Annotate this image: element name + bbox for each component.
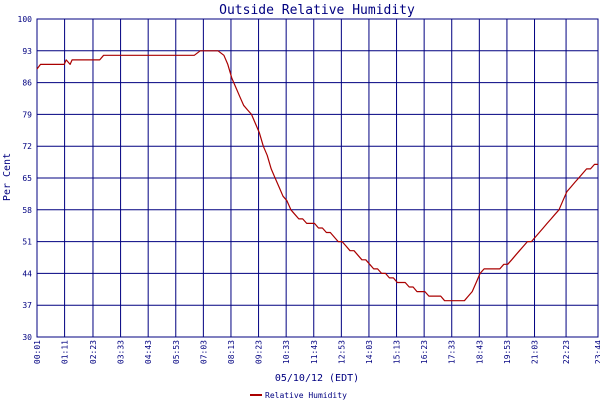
y-tick-label: 65	[22, 174, 32, 183]
y-tick-label: 100	[18, 15, 33, 24]
y-axis-label: Per Cent	[2, 153, 13, 201]
x-tick-label: 03:33	[117, 340, 126, 364]
x-tick-label: 14:03	[365, 340, 374, 364]
y-tick-label: 72	[22, 142, 32, 151]
y-tick-label: 93	[22, 47, 32, 56]
x-tick-label: 01:11	[61, 340, 70, 364]
x-tick-label: 02:23	[89, 340, 98, 364]
x-tick-label: 11:43	[310, 340, 319, 364]
x-tick-label: 23:44	[594, 340, 600, 364]
x-axis-label: 05/10/12 (EDT)	[275, 373, 359, 384]
y-tick-label: 79	[22, 110, 32, 119]
x-tick-label: 15:13	[393, 340, 402, 364]
x-tick-label: 00:01	[33, 340, 42, 364]
x-tick-label: 21:03	[531, 340, 540, 364]
x-tick-label: 18:43	[475, 340, 484, 364]
x-tick-layer: 00:01 01:11 02:23 03:33 04:43 05:53 07:03 08:13…	[33, 340, 600, 364]
y-tick-label: 30	[22, 333, 32, 342]
x-tick-label: 09:23	[255, 340, 264, 364]
y-tick-label: 58	[22, 206, 32, 215]
grid-layer	[36, 18, 599, 338]
series-line-relative-humidity	[36, 50, 598, 302]
legend-label: Relative Humidity	[265, 391, 347, 400]
x-tick-label: 17:33	[448, 340, 457, 364]
x-tick-label: 08:13	[227, 340, 236, 364]
y-tick-layer: 30 37 44 51 58 65 72 79 86 93 100	[18, 15, 33, 342]
y-tick-label: 37	[22, 301, 32, 310]
x-tick-label: 19:53	[503, 340, 512, 364]
plot-frame	[36, 18, 599, 338]
y-tick-label: 86	[22, 79, 32, 88]
x-tick-label: 16:23	[420, 340, 429, 364]
line-layer	[36, 50, 598, 302]
x-tick-label: 22:23	[562, 340, 571, 364]
x-tick-label: 12:53	[337, 340, 346, 364]
x-tick-label: 07:03	[199, 340, 208, 364]
x-tick-label: 04:43	[144, 340, 153, 364]
y-tick-label: 51	[22, 238, 32, 247]
x-tick-label: 10:33	[282, 340, 291, 364]
chart-title: Outside Relative Humidity	[219, 3, 415, 18]
y-tick-label: 44	[22, 269, 32, 278]
x-tick-label: 05:53	[172, 340, 181, 364]
